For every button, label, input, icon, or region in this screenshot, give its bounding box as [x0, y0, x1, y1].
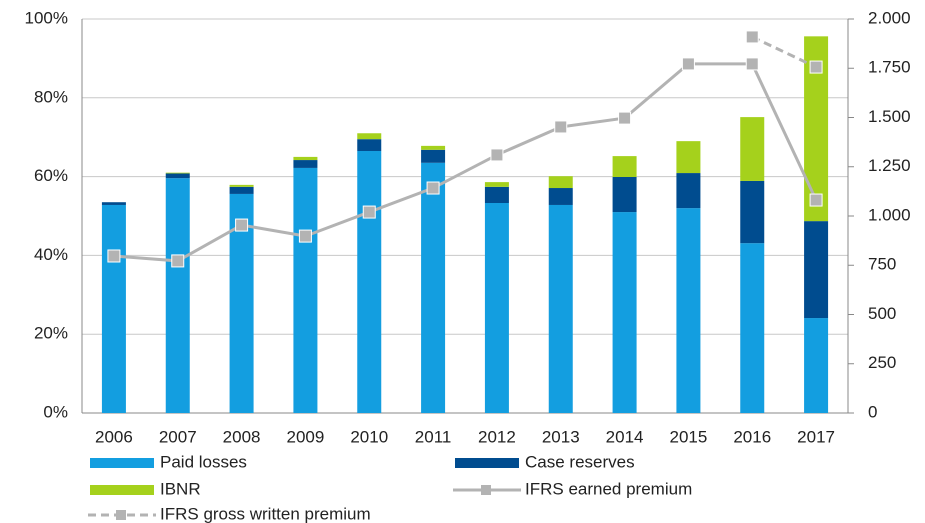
bar [740, 180, 765, 244]
legend-label: IBNR [160, 479, 201, 498]
x-tick-label: 2017 [797, 427, 835, 446]
bar [357, 133, 382, 140]
line [113, 62, 818, 263]
x-tick-label: 2011 [415, 427, 452, 446]
x-tick-label: 2006 [95, 427, 133, 446]
y2-tick-label: 1.500 [868, 107, 911, 126]
bar [165, 178, 190, 413]
line-marker [490, 148, 504, 162]
legend-label: IFRS gross written premium [160, 504, 371, 523]
bar [421, 145, 446, 150]
line-marker [618, 111, 632, 125]
y-tick-label: 100% [25, 8, 68, 27]
line-marker [235, 218, 249, 232]
bar [293, 160, 318, 168]
bar [229, 186, 254, 194]
bar [676, 208, 701, 413]
bar [548, 204, 573, 413]
line-marker [107, 249, 121, 263]
x-tick-label: 2014 [606, 427, 644, 446]
bar [101, 202, 126, 205]
legend-swatch [90, 485, 154, 495]
line-marker [681, 57, 695, 71]
y2-tick-label: 2.000 [868, 8, 911, 27]
legend-marker [116, 510, 126, 520]
y-tick-label: 20% [34, 324, 68, 343]
x-tick-label: 2016 [733, 427, 771, 446]
bar [676, 173, 701, 209]
bar [484, 182, 509, 187]
bar [357, 150, 382, 414]
line-marker [362, 205, 376, 219]
x-tick-label: 2013 [542, 427, 580, 446]
y2-tick-label: 1.000 [868, 205, 911, 224]
legend-label: Case reserves [525, 452, 635, 471]
bar [293, 156, 318, 161]
line-marker [298, 229, 312, 243]
bar [612, 212, 637, 413]
line-marker [171, 254, 185, 268]
y-tick-label: 40% [34, 245, 68, 264]
x-tick-label: 2015 [670, 427, 708, 446]
line-marker [745, 30, 759, 44]
bar [612, 176, 637, 213]
bar [421, 149, 446, 163]
y-tick-label: 80% [34, 87, 68, 106]
legend-label: IFRS earned premium [525, 479, 692, 498]
legend-swatch [90, 458, 154, 468]
y2-tick-label: 250 [868, 353, 896, 372]
legend-marker [481, 485, 491, 495]
bar [804, 318, 829, 413]
bar [676, 141, 701, 174]
line [751, 35, 817, 69]
line-marker [554, 120, 568, 134]
y2-tick-label: 500 [868, 304, 896, 323]
legend-label: Paid losses [160, 452, 247, 471]
x-tick-label: 2009 [287, 427, 325, 446]
bar [421, 162, 446, 413]
bar [101, 204, 126, 413]
bar [229, 184, 254, 187]
line-marker [809, 60, 823, 74]
bar [165, 172, 190, 174]
y-tick-label: 0% [43, 402, 68, 421]
y2-tick-label: 0 [868, 402, 877, 421]
y-tick-label: 60% [34, 166, 68, 185]
bar [165, 173, 190, 179]
line-marker [809, 193, 823, 207]
x-tick-label: 2012 [478, 427, 516, 446]
x-tick-label: 2007 [159, 427, 197, 446]
line-marker [426, 181, 440, 195]
y2-tick-label: 1.750 [868, 58, 911, 77]
bar [484, 202, 509, 413]
bar [612, 156, 637, 177]
y2-tick-label: 1.250 [868, 156, 911, 175]
line-marker [745, 57, 759, 71]
bar [740, 243, 765, 413]
bar [357, 139, 382, 151]
legend-swatch [455, 458, 519, 468]
x-tick-label: 2010 [350, 427, 388, 446]
y2-tick-label: 750 [868, 255, 896, 274]
bar [804, 221, 829, 319]
x-tick-label: 2008 [223, 427, 261, 446]
bar [740, 117, 765, 181]
bar [293, 167, 318, 413]
bar [484, 186, 509, 203]
bar [548, 176, 573, 189]
bar [548, 188, 573, 205]
